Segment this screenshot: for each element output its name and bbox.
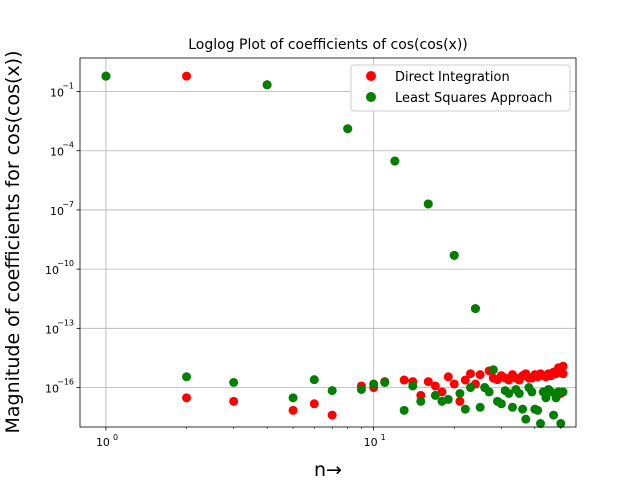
chart-title: Loglog Plot of coefficients of cos(cos(x… bbox=[188, 37, 468, 53]
y-tick-exponent: −10 bbox=[57, 259, 74, 268]
data-point bbox=[327, 410, 337, 420]
x-tick-label: 10 bbox=[96, 436, 110, 449]
plot-frame bbox=[79, 57, 577, 428]
data-point bbox=[416, 396, 426, 406]
legend-label-least-squares: Least Squares Approach bbox=[395, 91, 552, 106]
data-point bbox=[408, 381, 418, 391]
data-point bbox=[229, 377, 239, 387]
data-point bbox=[309, 399, 319, 409]
data-points bbox=[101, 71, 568, 429]
x-tick-exponent: 0 bbox=[113, 433, 118, 442]
data-point bbox=[475, 402, 485, 412]
data-point bbox=[460, 375, 470, 385]
y-tick-label: 10 bbox=[45, 383, 59, 396]
data-point bbox=[465, 383, 475, 393]
legend-marker-direct-integration bbox=[366, 71, 376, 81]
data-point bbox=[556, 419, 566, 429]
x-tick-exponent: 1 bbox=[381, 433, 386, 442]
y-tick-label: 10 bbox=[45, 264, 59, 277]
data-point bbox=[423, 199, 433, 209]
data-point bbox=[496, 399, 506, 409]
data-point bbox=[288, 393, 298, 403]
data-point bbox=[443, 372, 453, 382]
data-point bbox=[449, 379, 459, 389]
data-point bbox=[521, 414, 531, 424]
y-tick-label: 10 bbox=[50, 205, 64, 218]
data-point bbox=[535, 419, 545, 429]
data-point bbox=[390, 156, 400, 166]
data-point bbox=[558, 387, 568, 397]
data-point bbox=[182, 372, 192, 382]
data-point bbox=[558, 369, 568, 379]
y-tick-exponent: −4 bbox=[62, 141, 74, 150]
data-point bbox=[488, 365, 498, 375]
data-point bbox=[484, 387, 494, 397]
y-tick-exponent: −7 bbox=[62, 200, 74, 209]
y-tick-label: 10 bbox=[50, 87, 64, 100]
y-tick-exponent: −16 bbox=[57, 378, 74, 387]
data-point bbox=[546, 387, 556, 397]
data-point bbox=[475, 370, 485, 380]
y-tick-label: 10 bbox=[45, 323, 59, 336]
legend-box bbox=[350, 64, 571, 112]
data-point bbox=[356, 384, 366, 394]
data-point bbox=[430, 381, 440, 391]
data-point bbox=[504, 388, 514, 398]
data-point bbox=[527, 387, 537, 397]
x-axis-label: n→ bbox=[314, 459, 342, 480]
grid bbox=[80, 58, 576, 427]
legend: Direct Integration Least Squares Approac… bbox=[350, 64, 571, 112]
data-point bbox=[327, 386, 337, 396]
data-point bbox=[399, 405, 409, 415]
data-point bbox=[533, 405, 543, 415]
data-point bbox=[437, 387, 447, 397]
data-point bbox=[182, 393, 192, 403]
data-point bbox=[430, 390, 440, 400]
data-point bbox=[518, 404, 528, 414]
data-point bbox=[369, 379, 379, 389]
data-point bbox=[309, 375, 319, 385]
data-point bbox=[455, 396, 465, 406]
data-point bbox=[343, 124, 353, 134]
data-point bbox=[460, 404, 470, 414]
data-point bbox=[288, 405, 298, 415]
data-point bbox=[262, 80, 272, 90]
y-axis-label: Magnitude of coefficients for cos(cos(x)… bbox=[2, 50, 24, 433]
data-point bbox=[470, 304, 480, 314]
data-point bbox=[558, 361, 568, 371]
y-tick-label: 10 bbox=[50, 146, 64, 159]
data-point bbox=[182, 71, 192, 81]
data-point bbox=[455, 388, 465, 398]
data-point bbox=[507, 402, 517, 412]
data-point bbox=[443, 394, 453, 404]
data-point bbox=[229, 396, 239, 406]
data-point bbox=[380, 377, 390, 387]
data-point bbox=[101, 71, 111, 81]
data-point bbox=[449, 250, 459, 260]
y-tick-exponent: −1 bbox=[62, 82, 74, 91]
data-point bbox=[423, 377, 433, 387]
y-tick-exponent: −13 bbox=[57, 318, 74, 327]
data-point bbox=[514, 388, 524, 398]
data-point bbox=[399, 375, 409, 385]
legend-marker-least-squares bbox=[366, 92, 376, 102]
data-point bbox=[465, 369, 475, 379]
data-point bbox=[541, 393, 551, 403]
legend-label-direct-integration: Direct Integration bbox=[395, 70, 510, 85]
series-least-squares bbox=[101, 71, 568, 429]
data-point bbox=[549, 410, 559, 420]
x-tick-label: 10 bbox=[364, 436, 378, 449]
